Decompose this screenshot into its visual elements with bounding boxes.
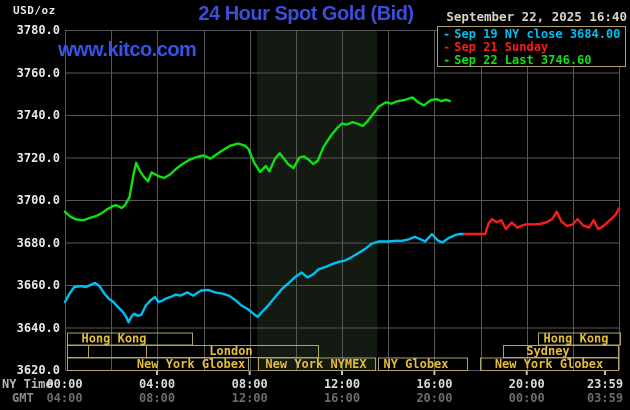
price-series-0: [63, 232, 466, 324]
y-tick-label: 3760.0: [16, 65, 60, 80]
session-label: New York Globex: [137, 357, 245, 371]
session-label: Sydney: [526, 344, 569, 358]
x-tick-ny-label: 04:00: [138, 377, 176, 391]
x-tick-gmt-label: 12:00: [231, 391, 268, 405]
legend-label: Sep 21 Sunday: [454, 40, 549, 54]
x-tick-gmt-label: 04:00: [46, 391, 83, 405]
price-series-1: [463, 207, 621, 236]
legend-box: - Sep 19 NY close 3684.00- Sep 21 Sunday - S…: [437, 26, 626, 67]
x-tick-ny-label: 12:00: [323, 377, 361, 391]
page-title: 24 Hour Spot Gold (Bid): [198, 3, 414, 25]
legend-marker: -: [443, 40, 451, 54]
session-label: Hong Kong: [81, 332, 146, 346]
x-tick-ny-label: 23:59: [586, 377, 624, 391]
gmt-axis-label: GMT: [12, 391, 34, 405]
x-tick-ny-label: 08:00: [231, 377, 268, 391]
x-tick-ny-label: 16:00: [416, 377, 453, 391]
session-label: London: [209, 344, 252, 358]
legend-entry: - Sep 22 Last 3746.60: [443, 54, 625, 67]
legend-entry: - Sep 21 Sunday: [443, 41, 625, 54]
y-tick-label: 3660.0: [16, 278, 60, 292]
session-box: [258, 357, 376, 371]
session-box: [67, 357, 249, 371]
session-label: Hong Kong: [543, 332, 608, 346]
session-box: [480, 357, 619, 371]
x-tick-gmt-label: 03:59: [586, 391, 624, 405]
x-tick-gmt-label: 08:00: [138, 391, 176, 405]
x-tick-ny-label: 00:00: [46, 377, 83, 391]
x-tick-gmt-label: 16:00: [323, 391, 361, 405]
ny-time-axis-label: NY Time: [2, 377, 53, 391]
y-tick-label: 3620.0: [16, 363, 60, 377]
legend-label: Sep 19 NY close 3684.00: [454, 27, 621, 41]
x-tick-gmt-label: 20:00: [416, 391, 453, 405]
session-box: [67, 345, 89, 358]
x-tick-ny-label: 20:00: [508, 377, 545, 391]
price-series-2: [63, 96, 451, 222]
legend-marker: -: [443, 27, 451, 41]
session-box: [378, 357, 468, 371]
x-tick-mark: [156, 371, 158, 375]
legend-label: Sep 22 Last 3746.60: [454, 53, 592, 67]
session-label: New York Globex: [495, 357, 603, 371]
y-tick-label: 3700.0: [16, 193, 60, 207]
legend-entry: - Sep 19 NY close 3684.00: [443, 28, 625, 41]
y-tick-label: 3740.0: [16, 108, 60, 122]
y-tick-label: 3680.0: [16, 235, 60, 250]
session-label: New York NYMEX: [265, 357, 367, 371]
session-box: [88, 345, 147, 358]
y-tick-label: 3720.0: [16, 150, 60, 165]
x-tick-mark: [341, 371, 343, 375]
legend-marker: -: [443, 53, 451, 67]
y-axis-unit-label: USD/oz: [13, 4, 56, 17]
session-label: NY Globex: [383, 357, 448, 371]
x-tick-mark: [433, 371, 436, 375]
y-tick-label: 3640.0: [16, 320, 60, 335]
x-tick-gmt-label: 00:00: [508, 391, 545, 405]
x-tick-mark: [248, 371, 251, 375]
kitco-watermark-link[interactable]: www.kitco.com: [58, 39, 197, 61]
chart-datetime: September 22, 2025 16:40: [446, 9, 627, 24]
x-tick-mark: [604, 371, 606, 375]
y-tick-label: 3780.0: [16, 23, 60, 37]
x-tick-mark: [525, 371, 528, 375]
